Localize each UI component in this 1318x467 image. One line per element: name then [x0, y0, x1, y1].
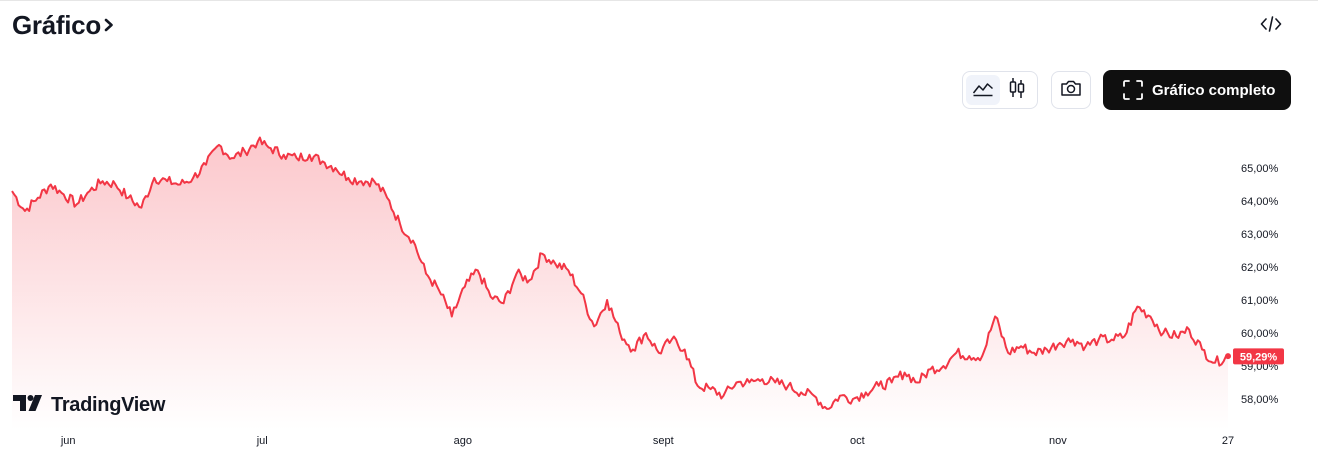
y-axis-tick-label: 58,00% — [1241, 394, 1279, 406]
code-embed-icon — [1260, 15, 1282, 38]
x-axis-tick-label: oct — [850, 435, 865, 447]
tradingview-logo: TradingView — [13, 394, 165, 417]
last-price-dot — [1225, 353, 1231, 360]
tradingview-logo-icon — [13, 395, 45, 416]
x-axis-tick-label: ago — [454, 435, 472, 447]
area-chart-icon — [972, 79, 994, 102]
area-chart-button[interactable] — [966, 75, 1000, 105]
full-chart-label: Gráfico completo — [1152, 81, 1276, 99]
candlestick-button[interactable] — [1000, 75, 1034, 105]
tradingview-logo-text: TradingView — [51, 394, 166, 416]
page-title: Gráfico — [12, 10, 101, 40]
chart-type-toggle — [962, 71, 1038, 109]
series-line — [11, 136, 1229, 410]
price-chart[interactable]: 65,00%64,00%63,00%62,00%61,00%60,00%59,0… — [0, 120, 1318, 460]
x-axis-tick-label: sept — [653, 435, 674, 447]
last-price-tag — [1233, 348, 1284, 365]
last-price-label: 59,29% — [1240, 351, 1278, 363]
area-fill — [12, 137, 1228, 430]
y-axis-tick-label: 61,00% — [1241, 295, 1279, 307]
y-axis-tick-label: 65,00% — [1241, 163, 1279, 175]
x-axis-tick-label: jun — [60, 435, 76, 447]
top-divider — [0, 0, 1318, 1]
candlestick-icon — [1008, 77, 1026, 104]
y-axis-tick-label: 60,00% — [1241, 328, 1279, 340]
chart-title-link[interactable]: Gráfico — [12, 10, 114, 41]
x-axis-tick-label: nov — [1049, 435, 1067, 447]
y-axis-tick-label: 62,00% — [1241, 262, 1279, 274]
snapshot-button[interactable] — [1051, 71, 1091, 109]
y-axis-tick-label: 63,00% — [1241, 229, 1279, 241]
fullscreen-icon — [1123, 80, 1143, 100]
x-axis-tick-label: 27 — [1222, 435, 1234, 447]
camera-icon — [1060, 79, 1082, 102]
x-axis-tick-label: jul — [256, 435, 268, 447]
y-axis-tick-label: 64,00% — [1241, 196, 1279, 208]
full-chart-button[interactable]: Gráfico completo — [1103, 70, 1291, 110]
chevron-right-icon — [104, 18, 114, 37]
embed-code-button[interactable] — [1256, 12, 1286, 40]
